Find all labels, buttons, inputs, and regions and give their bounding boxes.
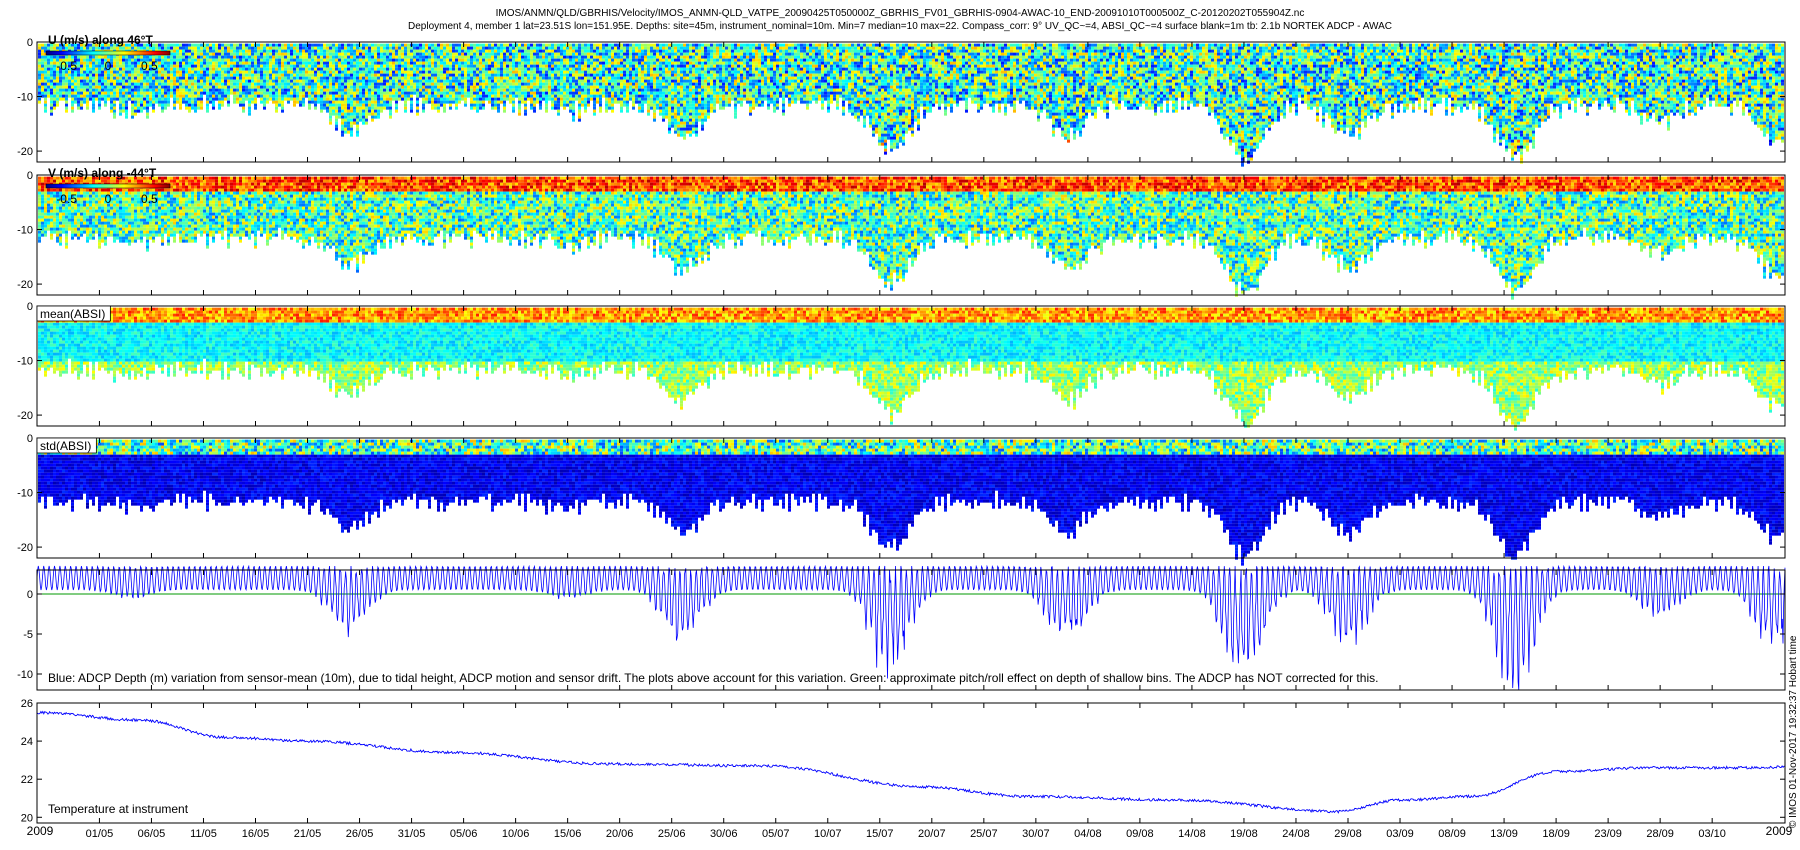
figure-title-line1: IMOS/ANMN/QLD/GBRHIS/Velocity/IMOS_ANMN-… (0, 7, 1800, 20)
y-tick-label: 0 (27, 301, 33, 313)
y-tick-label: 22 (21, 774, 33, 786)
x-tick-label: 10/06 (502, 828, 530, 840)
x-tick-label: 09/08 (1126, 828, 1154, 840)
colorbar-u: -0.5 0 0.5 (45, 50, 171, 73)
y-tick-label: 0 (27, 37, 33, 49)
panel-stdabsi-axes (36, 437, 1786, 559)
x-tick-label: 28/09 (1646, 828, 1674, 840)
y-tick-label: -20 (17, 146, 33, 158)
y-tick-label: -5 (23, 629, 33, 641)
colorbar-tick-label: 0 (105, 192, 112, 206)
y-tick-label: -10 (17, 225, 33, 237)
x-tick-label: 30/06 (710, 828, 738, 840)
y-tick-label: 24 (21, 736, 33, 748)
x-tick-label: 15/07 (866, 828, 894, 840)
x-tick-label: 20/06 (606, 828, 634, 840)
x-tick-label: 05/07 (762, 828, 790, 840)
x-tick-label: 08/09 (1438, 828, 1466, 840)
x-tick-label: 19/08 (1230, 828, 1258, 840)
y-tick-label: -20 (17, 542, 33, 554)
x-tick-label: 05/06 (450, 828, 478, 840)
panel-v-axes (36, 174, 1786, 296)
x-tick-label: 20/07 (918, 828, 946, 840)
x-tick-label: 10/07 (814, 828, 842, 840)
x-tick-label: 04/08 (1074, 828, 1102, 840)
y-tick-label: 20 (21, 812, 33, 824)
heatmap-meanabsi (38, 307, 1784, 431)
y-tick-label: -10 (17, 669, 33, 681)
panel-depth-axes (36, 569, 1786, 691)
x-tick-label: 11/05 (190, 828, 217, 840)
figure-title-line2: Deployment 4, member 1 lat=23.51S lon=15… (0, 20, 1800, 33)
colorbar-tick-label: -0.5 (56, 59, 77, 73)
x-tick-label: 13/09 (1490, 828, 1518, 840)
x-tick-label: 18/09 (1542, 828, 1570, 840)
heatmap-stdabsi (38, 439, 1784, 566)
x-tick-label: 26/05 (346, 828, 374, 840)
x-tick-label: 16/05 (242, 828, 270, 840)
panel-title-meanabsi: mean(ABSI) (40, 307, 105, 321)
x-tick-label: 03/09 (1386, 828, 1414, 840)
y-tick-label: -10 (17, 92, 33, 104)
colorbar-tick-label: -0.5 (56, 192, 77, 206)
y-tick-label: -10 (17, 356, 33, 368)
x-tick-label: 23/09 (1594, 828, 1622, 840)
x-tick-label: 21/05 (294, 828, 322, 840)
x-tick-label: 14/08 (1178, 828, 1206, 840)
panel-title-box (36, 437, 97, 454)
panel-title-u: U (m/s) along 46°T (48, 33, 153, 47)
x-tick-label: 15/06 (554, 828, 582, 840)
panel-temp-axes (36, 702, 1786, 824)
panel-title-box (36, 305, 111, 322)
series-temperature-line (36, 710, 1786, 814)
colorbar-tick-label: 0.5 (141, 59, 158, 73)
series-blue-line (36, 564, 1786, 691)
x-year-label-right: 2009 (1766, 824, 1793, 838)
panel-depth-annotation: Blue: ADCP Depth (m) variation from sens… (48, 671, 1378, 685)
panel-temp-annotation: Temperature at instrument (48, 802, 189, 816)
colorbar-v: -0.5 0 0.5 (45, 183, 171, 206)
y-tick-label: -20 (17, 279, 33, 291)
panel-title-stdabsi: std(ABSI) (40, 439, 91, 453)
y-tick-label: -20 (17, 410, 33, 422)
x-tick-label: 25/06 (658, 828, 686, 840)
x-tick-label: 24/08 (1282, 828, 1310, 840)
x-year-label-left: 2009 (27, 824, 54, 838)
colorbar-tick-label: 0.5 (141, 192, 158, 206)
x-tick-label: 30/07 (1022, 828, 1050, 840)
panel-meanabsi-axes (36, 305, 1786, 427)
credit-text: © IMOS 01-Nov-2017 19:32:37 Hobart time (1788, 636, 1799, 828)
y-tick-label: -10 (17, 488, 33, 500)
y-tick-label: 26 (21, 698, 33, 710)
x-tick-label: 06/05 (138, 828, 166, 840)
x-tick-label: 31/05 (398, 828, 426, 840)
x-tick-label: 01/05 (86, 828, 114, 840)
y-tick-label: 0 (27, 170, 33, 182)
x-tick-label: 03/10 (1698, 828, 1726, 840)
x-tick-label: 29/08 (1334, 828, 1362, 840)
heatmap-v (38, 176, 1784, 300)
y-tick-label: 0 (27, 433, 33, 445)
heatmap-u (38, 43, 1784, 167)
panel-title-v: V (m/s) along -44°T (48, 166, 157, 180)
y-tick-label: 0 (27, 589, 33, 601)
colorbar-tick-label: 0 (105, 59, 112, 73)
x-tick-label: 25/07 (970, 828, 998, 840)
panel-u-axes (36, 41, 1786, 163)
